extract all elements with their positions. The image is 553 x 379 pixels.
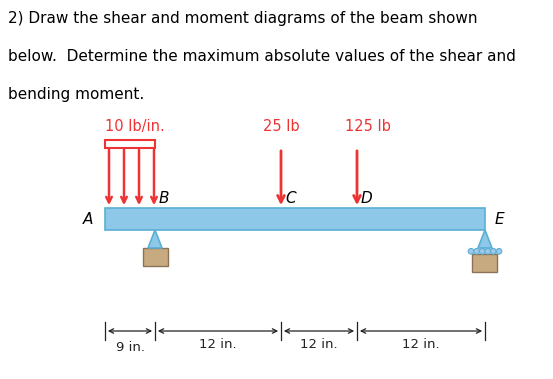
- Text: bending moment.: bending moment.: [8, 87, 144, 102]
- Text: 10 lb/in.: 10 lb/in.: [105, 119, 165, 134]
- Text: 12 in.: 12 in.: [199, 338, 237, 351]
- Circle shape: [496, 249, 502, 254]
- Text: A: A: [82, 211, 93, 227]
- Bar: [105, 140, 155, 148]
- Circle shape: [474, 249, 479, 254]
- Bar: [143, 248, 168, 266]
- Circle shape: [479, 249, 485, 254]
- Text: B: B: [159, 191, 170, 206]
- Text: 12 in.: 12 in.: [402, 338, 440, 351]
- Text: below.  Determine the maximum absolute values of the shear and: below. Determine the maximum absolute va…: [8, 49, 516, 64]
- Circle shape: [468, 249, 474, 254]
- Circle shape: [491, 249, 496, 254]
- Text: 25 lb: 25 lb: [263, 119, 300, 134]
- Text: D: D: [361, 191, 373, 206]
- Text: 9 in.: 9 in.: [116, 341, 144, 354]
- Text: 12 in.: 12 in.: [300, 338, 338, 351]
- Text: E: E: [495, 211, 505, 227]
- Bar: [472, 254, 498, 272]
- Text: C: C: [285, 191, 296, 206]
- Circle shape: [485, 249, 491, 254]
- Polygon shape: [478, 230, 492, 248]
- Text: 125 lb: 125 lb: [345, 119, 391, 134]
- Bar: [105, 208, 485, 230]
- Polygon shape: [148, 230, 162, 248]
- Text: 2) Draw the shear and moment diagrams of the beam shown: 2) Draw the shear and moment diagrams of…: [8, 11, 477, 26]
